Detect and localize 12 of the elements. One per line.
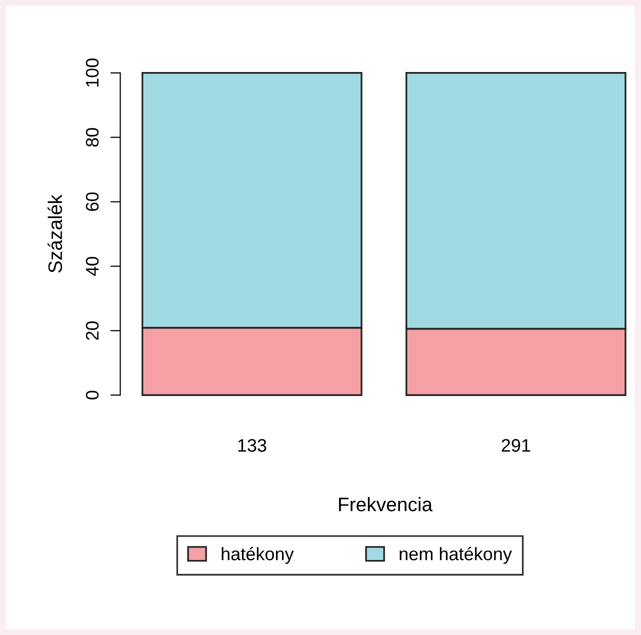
y-tick-label: 60 <box>86 192 99 211</box>
y-tick-label: 20 <box>86 321 99 340</box>
y-tick-label: 0 <box>86 390 99 400</box>
x-tick-label: 133 <box>238 439 266 452</box>
y-tick-label: 40 <box>86 256 99 276</box>
y-axis-title: Százalék <box>48 194 62 273</box>
legend-label: hatékony <box>222 546 294 564</box>
x-axis-title: Frekvencia <box>339 497 433 512</box>
legend-label: nem hatékony <box>400 546 512 564</box>
y-tick-label: 100 <box>86 58 99 87</box>
y-tick-label: 80 <box>86 128 99 147</box>
x-tick-label: 291 <box>502 439 530 452</box>
